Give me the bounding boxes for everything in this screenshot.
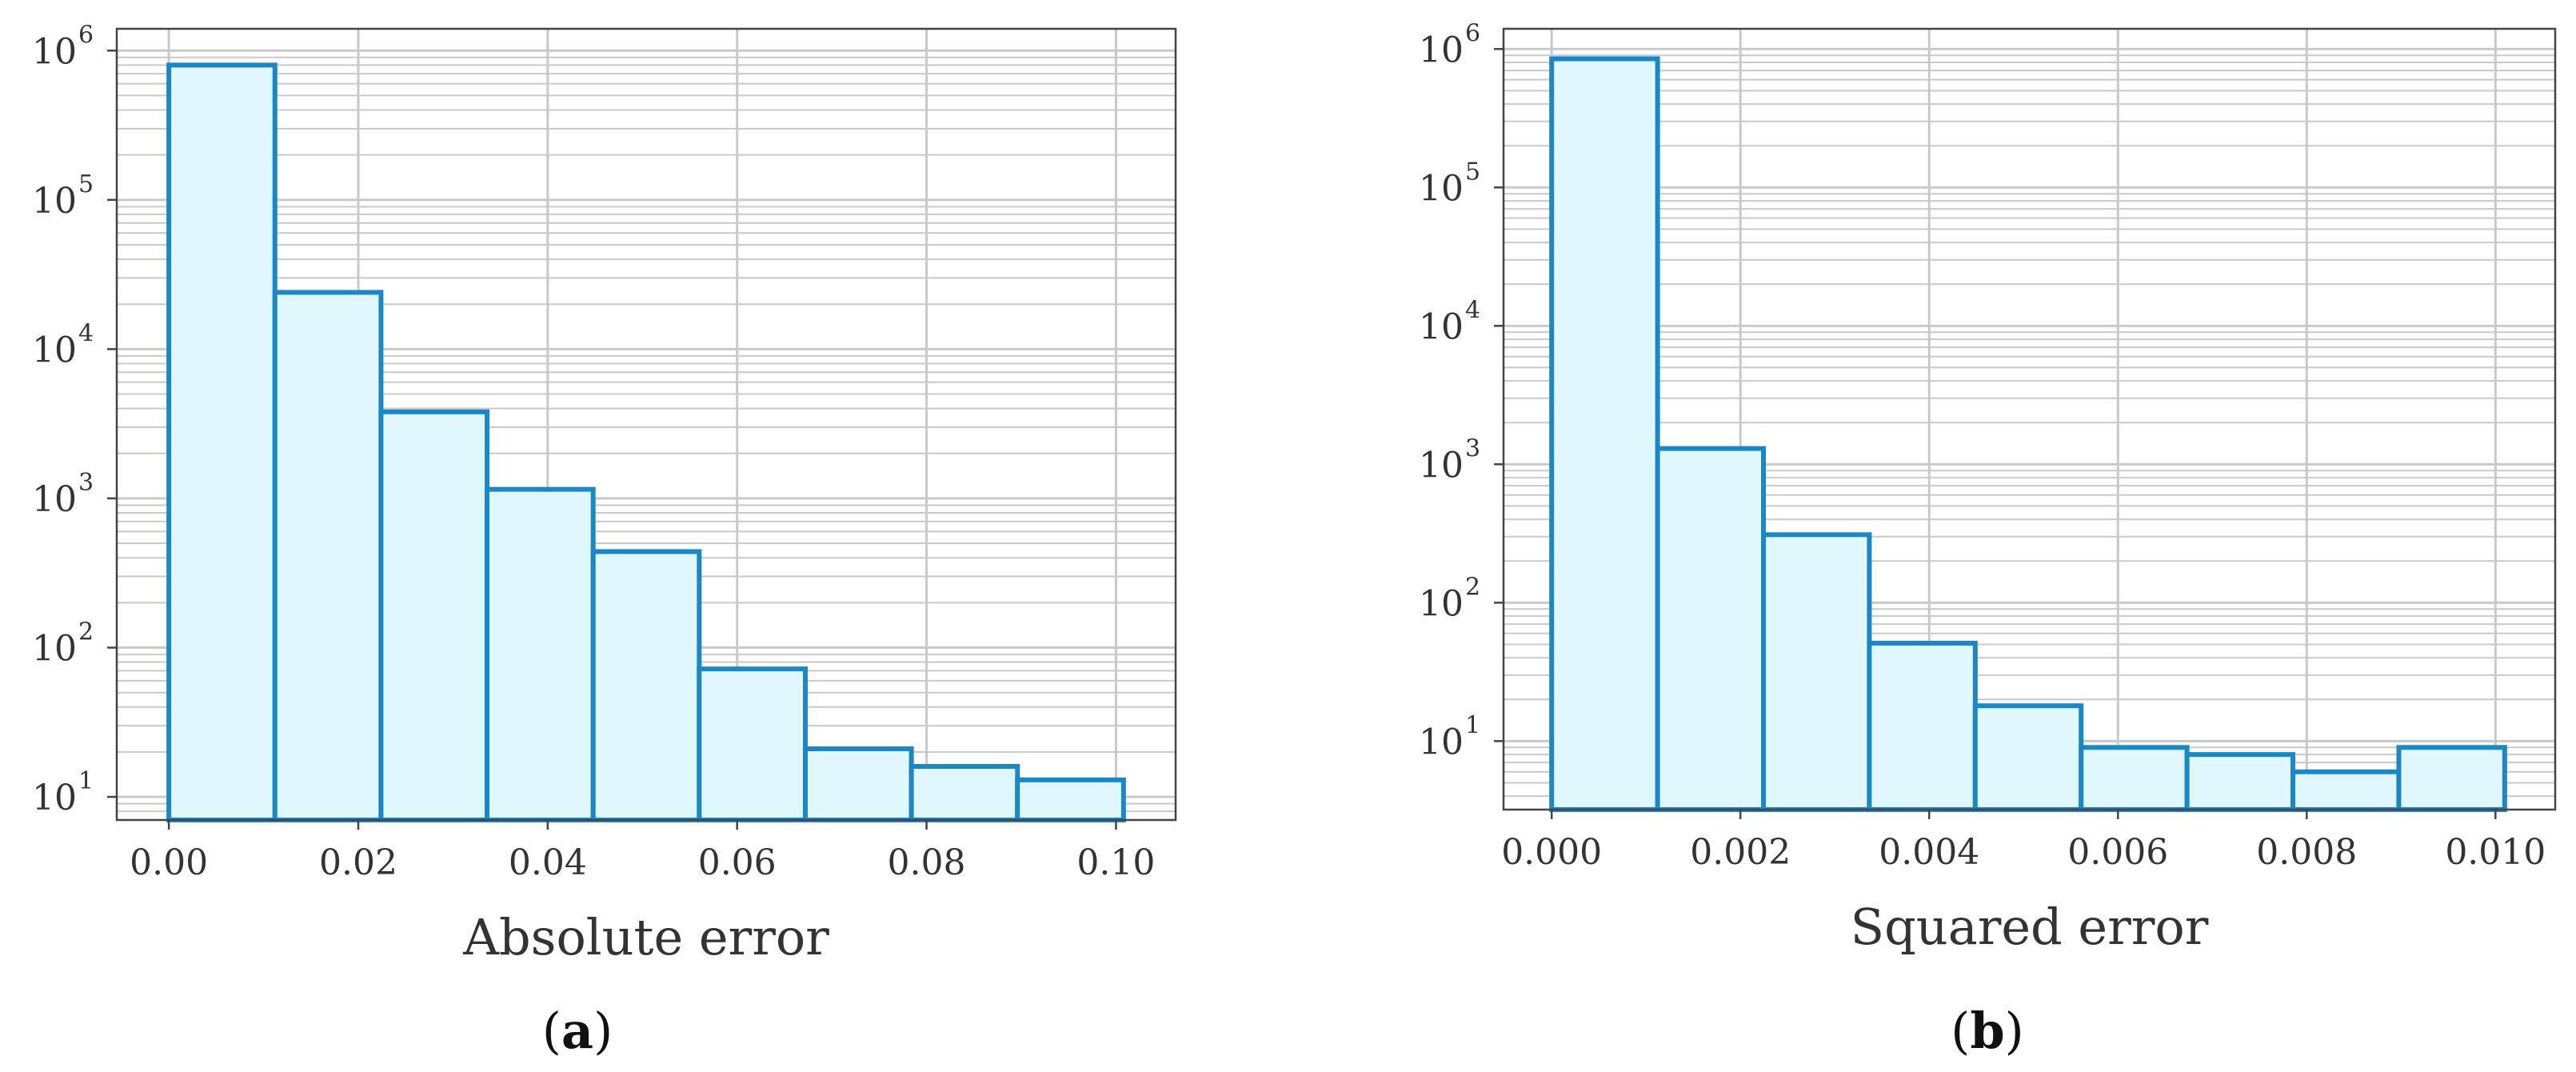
histogram-bar xyxy=(1761,532,1872,812)
y-tick-label: 10 xyxy=(32,629,77,670)
histogram-bar xyxy=(590,549,702,822)
y-tick-exponent: 3 xyxy=(1465,434,1480,462)
caption-close-paren: ) xyxy=(593,1002,613,1060)
histogram-bar xyxy=(2184,752,2296,812)
x-tick-label: 0.10 xyxy=(1076,842,1155,883)
histogram-bar xyxy=(2079,745,2190,812)
x-tick-label: 0.06 xyxy=(698,842,777,883)
y-tick-exponent: 3 xyxy=(78,469,94,497)
y-tick-label: 10 xyxy=(1419,168,1464,209)
caption-open-paren: ( xyxy=(542,1002,561,1060)
y-tick-exponent: 4 xyxy=(78,319,94,347)
plot-frame xyxy=(115,27,1177,822)
y-tick-label: 10 xyxy=(32,330,77,370)
plot-frame xyxy=(1502,27,2557,811)
x-axis-label: Absolute error xyxy=(462,908,829,966)
y-tick-label: 10 xyxy=(32,181,77,222)
y-tick-exponent: 4 xyxy=(1465,296,1480,324)
y-tick-exponent: 1 xyxy=(1465,711,1480,739)
histogram-bar xyxy=(802,746,914,823)
histogram-bar xyxy=(1972,703,2084,812)
histogram-bar xyxy=(272,290,384,822)
y-tick-label: 10 xyxy=(32,479,77,520)
y-tick-exponent: 6 xyxy=(78,21,94,49)
histogram-bar xyxy=(2290,769,2402,813)
x-tick-label: 0.000 xyxy=(1501,832,1602,873)
x-tick-label: 0.002 xyxy=(1690,832,1791,873)
x-tick-label: 0.08 xyxy=(888,842,966,883)
histogram-bar xyxy=(697,666,808,822)
caption-letter: b xyxy=(1970,1002,2004,1060)
x-tick-label: 0.006 xyxy=(2067,832,2168,873)
y-tick-exponent: 5 xyxy=(1465,158,1480,186)
histogram-bar xyxy=(378,409,490,822)
x-tick-label: 0.04 xyxy=(509,842,587,883)
y-tick-exponent: 6 xyxy=(1465,19,1480,47)
histogram-bar xyxy=(166,62,278,822)
histogram-bar xyxy=(485,486,596,822)
histogram-bar xyxy=(1655,446,1767,812)
y-tick-label: 10 xyxy=(1419,306,1464,347)
y-tick-label: 10 xyxy=(1419,445,1464,486)
caption-letter: a xyxy=(561,1002,593,1060)
y-tick-label: 10 xyxy=(1419,583,1464,624)
x-tick-label: 0.008 xyxy=(2256,832,2357,873)
y-tick-exponent: 1 xyxy=(78,767,94,795)
bars xyxy=(1549,56,2507,813)
y-tick-label: 10 xyxy=(1419,722,1464,762)
y-tick-label: 10 xyxy=(32,778,77,818)
histogram-bar xyxy=(1867,640,1978,813)
x-tick-label: 0.004 xyxy=(1879,832,1979,873)
x-tick-label: 0.00 xyxy=(130,842,208,883)
histogram-bar xyxy=(2396,745,2507,812)
y-tick-exponent: 5 xyxy=(78,170,94,198)
panel-caption: (a) xyxy=(542,1002,613,1060)
y-tick-label: 10 xyxy=(1419,30,1464,70)
x-tick-label: 0.02 xyxy=(319,842,397,883)
x-axis-label: Squared error xyxy=(1851,898,2209,956)
y-tick-exponent: 2 xyxy=(78,618,94,646)
panel-caption: (b) xyxy=(1951,1002,2024,1060)
x-tick-label: 0.010 xyxy=(2445,832,2546,873)
y-tick-label: 10 xyxy=(32,31,77,72)
caption-close-paren: ) xyxy=(2005,1002,2024,1060)
caption-open-paren: ( xyxy=(1951,1002,1970,1060)
y-tick-exponent: 2 xyxy=(1465,573,1480,601)
histogram-bar xyxy=(1549,56,1660,812)
histogram-bar xyxy=(1015,777,1126,823)
histogram-bar xyxy=(909,764,1020,823)
bars xyxy=(166,62,1126,823)
